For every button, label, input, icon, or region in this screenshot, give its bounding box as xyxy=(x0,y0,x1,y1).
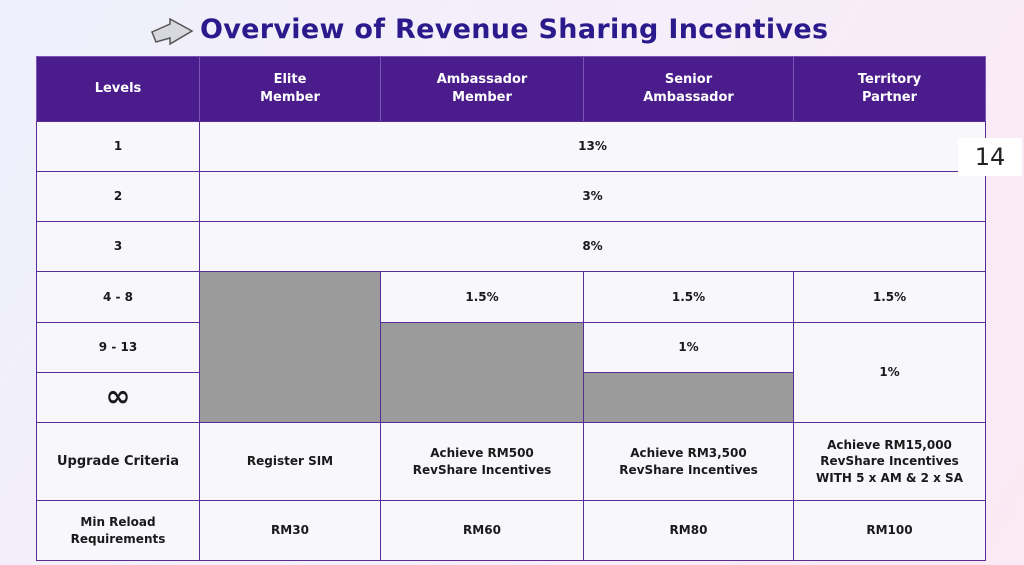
header-cell: Senior Ambassador xyxy=(583,56,794,122)
cell: Achieve RM3,500 RevShare Incentives xyxy=(583,422,794,501)
cell: 13% xyxy=(199,121,986,172)
cell: Upgrade Criteria xyxy=(36,422,200,501)
cell: ∞ xyxy=(36,372,200,423)
cell: 9 - 13 xyxy=(36,322,200,373)
cell: 1% xyxy=(793,322,986,423)
cell: RM30 xyxy=(199,500,381,561)
cell: 1.5% xyxy=(793,271,986,323)
cell: 3% xyxy=(199,171,986,222)
cell: 1.5% xyxy=(583,271,794,323)
page-number: 14 xyxy=(958,138,1022,176)
cell: 1% xyxy=(583,322,794,373)
cell: 8% xyxy=(199,221,986,272)
empty-cell xyxy=(199,271,381,423)
header-cell: Ambassador Member xyxy=(380,56,584,122)
cell: 1 xyxy=(36,121,200,172)
cell: Achieve RM15,000 RevShare Incentives WIT… xyxy=(793,422,986,501)
title: Overview of Revenue Sharing Incentives xyxy=(200,14,829,45)
empty-cell xyxy=(380,322,584,423)
cell: 1.5% xyxy=(380,271,584,323)
cell: RM80 xyxy=(583,500,794,561)
header-cell: Elite Member xyxy=(199,56,381,122)
cell: RM100 xyxy=(793,500,986,561)
cell: 4 - 8 xyxy=(36,271,200,323)
header-cell: Levels xyxy=(36,56,200,122)
arrow-icon xyxy=(151,18,194,46)
empty-cell xyxy=(583,372,794,423)
cell: RM60 xyxy=(380,500,584,561)
cell: Register SIM xyxy=(199,422,381,501)
header-cell: Territory Partner xyxy=(793,56,986,122)
cell: Achieve RM500 RevShare Incentives xyxy=(380,422,584,501)
cell: Min Reload Requirements xyxy=(36,500,200,561)
cell: 3 xyxy=(36,221,200,272)
cell: 2 xyxy=(36,171,200,222)
